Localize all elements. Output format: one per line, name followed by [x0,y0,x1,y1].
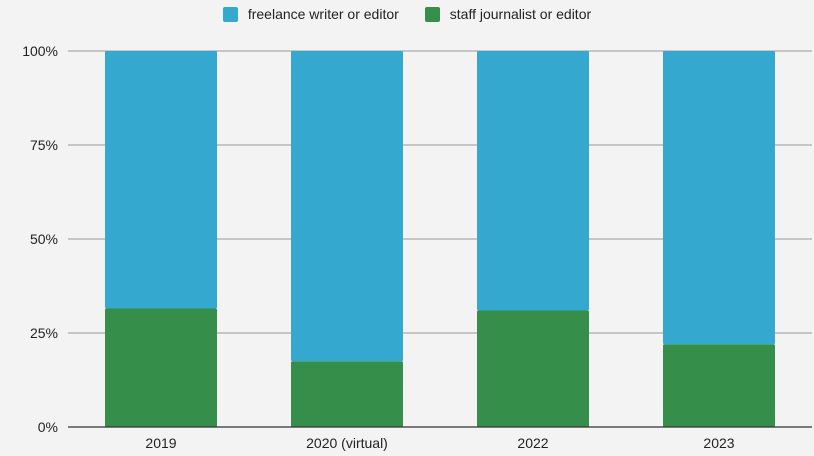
legend-swatch-freelance [222,6,238,22]
y-tick-label: 100% [22,43,58,59]
x-tick-label: 2019 [145,435,176,451]
y-tick-label: 50% [30,231,58,247]
legend-item-staff: staff journalist or editor [424,6,592,22]
y-tick-label: 75% [30,137,58,153]
x-tick-label: 2020 (virtual) [306,435,388,451]
x-tick-label: 2022 [517,435,548,451]
legend-item-freelance: freelance writer or editor [222,6,399,22]
legend-label-staff: staff journalist or editor [449,6,592,22]
bar-staff-1 [291,361,403,427]
bar-freelance-2 [477,51,589,311]
legend-swatch-staff [424,6,440,22]
bar-staff-3 [663,344,775,427]
bar-staff-0 [105,308,217,427]
bar-staff-2 [477,310,589,427]
y-tick-label: 25% [30,325,58,341]
bar-freelance-3 [663,51,775,345]
chart-legend: freelance writer or editor staff journal… [0,6,814,22]
x-tick-label: 2023 [703,435,734,451]
bar-freelance-0 [105,51,217,309]
y-tick-label: 0% [38,419,58,435]
axes: 0% 25% 50% 75% 100% 2019 2020 (virtual) 2022 202… [22,43,812,451]
bars [105,51,775,427]
legend-label-freelance: freelance writer or editor [247,6,399,22]
bar-freelance-1 [291,51,403,362]
